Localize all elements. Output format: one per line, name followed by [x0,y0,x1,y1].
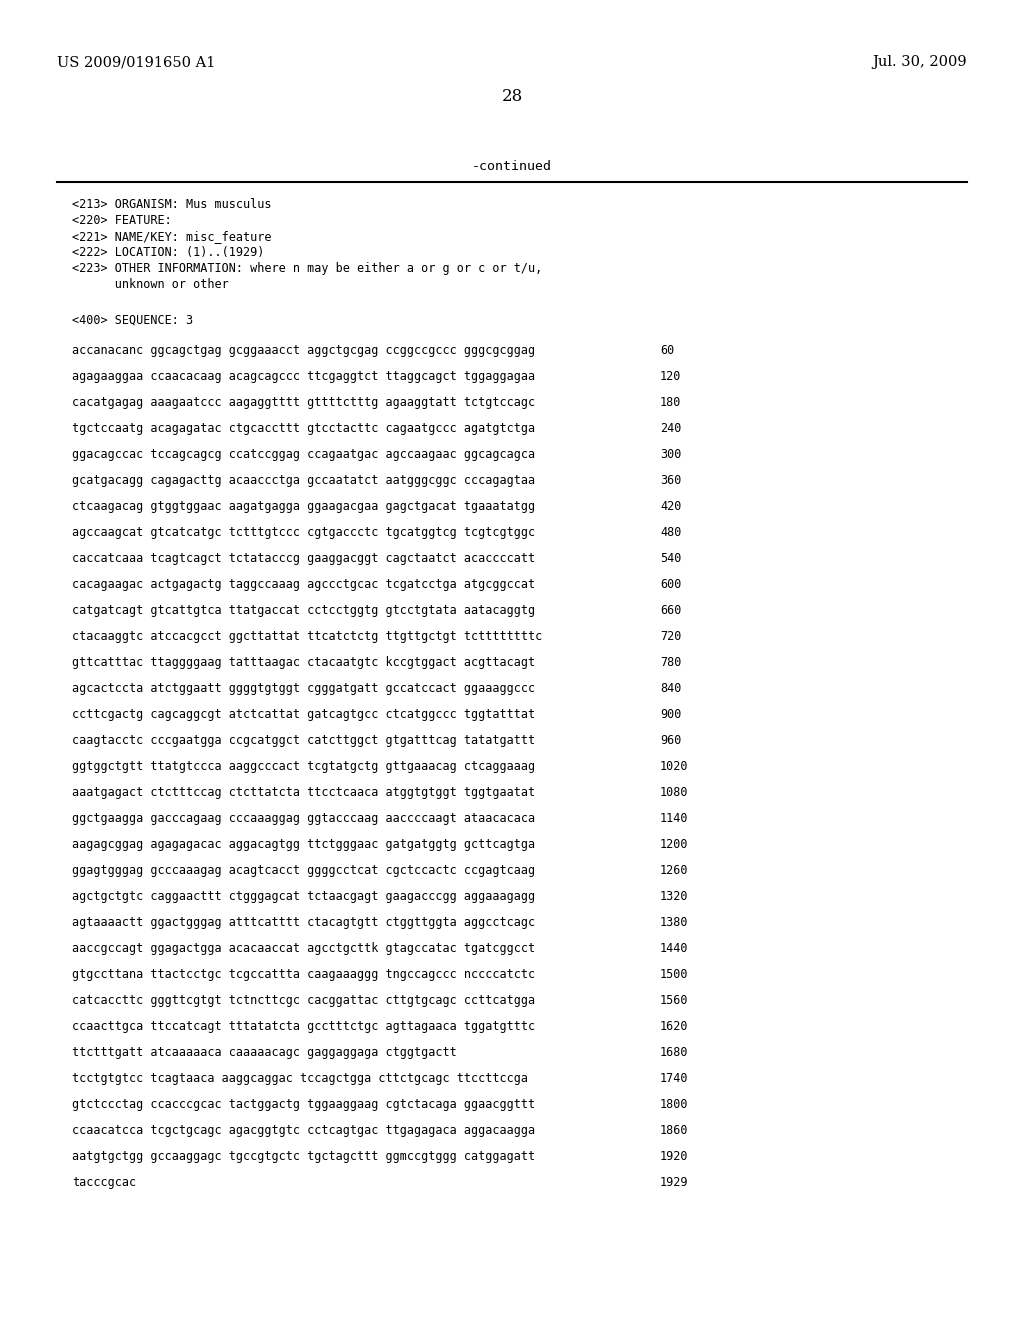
Text: 1140: 1140 [660,812,688,825]
Text: cacagaagac actgagactg taggccaaag agccctgcac tcgatcctga atgcggccat: cacagaagac actgagactg taggccaaag agccctg… [72,578,536,591]
Text: tcctgtgtcc tcagtaaca aaggcaggac tccagctgga cttctgcagc ttccttccga: tcctgtgtcc tcagtaaca aaggcaggac tccagctg… [72,1072,528,1085]
Text: 900: 900 [660,708,681,721]
Text: <220> FEATURE:: <220> FEATURE: [72,214,172,227]
Text: 840: 840 [660,682,681,696]
Text: gcatgacagg cagagacttg acaaccctga gccaatatct aatgggcggc cccagagtaa: gcatgacagg cagagacttg acaaccctga gccaata… [72,474,536,487]
Text: caccatcaaa tcagtcagct tctatacccg gaaggacggt cagctaatct acaccccatt: caccatcaaa tcagtcagct tctatacccg gaaggac… [72,552,536,565]
Text: ccaacatcca tcgctgcagc agacggtgtc cctcagtgac ttgagagaca aggacaagga: ccaacatcca tcgctgcagc agacggtgtc cctcagt… [72,1125,536,1137]
Text: ccttcgactg cagcaggcgt atctcattat gatcagtgcc ctcatggccc tggtatttat: ccttcgactg cagcaggcgt atctcattat gatcagt… [72,708,536,721]
Text: ccaacttgca ttccatcagt tttatatcta gcctttctgc agttagaaca tggatgtttc: ccaacttgca ttccatcagt tttatatcta gcctttc… [72,1020,536,1034]
Text: 240: 240 [660,422,681,436]
Text: 360: 360 [660,474,681,487]
Text: <213> ORGANISM: Mus musculus: <213> ORGANISM: Mus musculus [72,198,271,211]
Text: unknown or other: unknown or other [72,279,228,290]
Text: tacccgcac: tacccgcac [72,1176,136,1189]
Text: ggagtgggag gcccaaagag acagtcacct ggggcctcat cgctccactc ccgagtcaag: ggagtgggag gcccaaagag acagtcacct ggggcct… [72,865,536,876]
Text: aaatgagact ctctttccag ctcttatcta ttcctcaaca atggtgtggt tggtgaatat: aaatgagact ctctttccag ctcttatcta ttcctca… [72,785,536,799]
Text: 1620: 1620 [660,1020,688,1034]
Text: agctgctgtc caggaacttt ctgggagcat tctaacgagt gaagacccgg aggaaagagg: agctgctgtc caggaacttt ctgggagcat tctaacg… [72,890,536,903]
Text: agagaaggaa ccaacacaag acagcagccc ttcgaggtct ttaggcagct tggaggagaa: agagaaggaa ccaacacaag acagcagccc ttcgagg… [72,370,536,383]
Text: 1320: 1320 [660,890,688,903]
Text: ttctttgatt atcaaaaaca caaaaacagc gaggaggaga ctggtgactt: ttctttgatt atcaaaaaca caaaaacagc gaggagg… [72,1045,457,1059]
Text: 1929: 1929 [660,1176,688,1189]
Text: 1500: 1500 [660,968,688,981]
Text: 720: 720 [660,630,681,643]
Text: catgatcagt gtcattgtca ttatgaccat cctcctggtg gtcctgtata aatacaggtg: catgatcagt gtcattgtca ttatgaccat cctcctg… [72,605,536,616]
Text: agtaaaactt ggactgggag atttcatttt ctacagtgtt ctggttggta aggcctcagc: agtaaaactt ggactgggag atttcatttt ctacagt… [72,916,536,929]
Text: 1800: 1800 [660,1098,688,1111]
Text: agcactccta atctggaatt ggggtgtggt cgggatgatt gccatccact ggaaaggccc: agcactccta atctggaatt ggggtgtggt cgggatg… [72,682,536,696]
Text: agccaagcat gtcatcatgc tctttgtccc cgtgaccctc tgcatggtcg tcgtcgtggc: agccaagcat gtcatcatgc tctttgtccc cgtgacc… [72,525,536,539]
Text: 960: 960 [660,734,681,747]
Text: 480: 480 [660,525,681,539]
Text: gtgccttana ttactcctgc tcgccattta caagaaaggg tngccagccc nccccatctc: gtgccttana ttactcctgc tcgccattta caagaaa… [72,968,536,981]
Text: accanacanc ggcagctgag gcggaaacct aggctgcgag ccggccgccc gggcgcggag: accanacanc ggcagctgag gcggaaacct aggctgc… [72,345,536,356]
Text: caagtacctc cccgaatgga ccgcatggct catcttggct gtgatttcag tatatgattt: caagtacctc cccgaatgga ccgcatggct catcttg… [72,734,536,747]
Text: Jul. 30, 2009: Jul. 30, 2009 [872,55,967,69]
Text: <221> NAME/KEY: misc_feature: <221> NAME/KEY: misc_feature [72,230,271,243]
Text: ggacagccac tccagcagcg ccatccggag ccagaatgac agccaagaac ggcagcagca: ggacagccac tccagcagcg ccatccggag ccagaat… [72,447,536,461]
Text: 180: 180 [660,396,681,409]
Text: 780: 780 [660,656,681,669]
Text: tgctccaatg acagagatac ctgcaccttt gtcctacttc cagaatgccc agatgtctga: tgctccaatg acagagatac ctgcaccttt gtcctac… [72,422,536,436]
Text: ctcaagacag gtggtggaac aagatgagga ggaagacgaa gagctgacat tgaaatatgg: ctcaagacag gtggtggaac aagatgagga ggaagac… [72,500,536,513]
Text: <223> OTHER INFORMATION: where n may be either a or g or c or t/u,: <223> OTHER INFORMATION: where n may be … [72,261,543,275]
Text: catcaccttc gggttcgtgt tctncttcgc cacggattac cttgtgcagc ccttcatgga: catcaccttc gggttcgtgt tctncttcgc cacggat… [72,994,536,1007]
Text: <222> LOCATION: (1)..(1929): <222> LOCATION: (1)..(1929) [72,246,264,259]
Text: 300: 300 [660,447,681,461]
Text: 1560: 1560 [660,994,688,1007]
Text: 120: 120 [660,370,681,383]
Text: 28: 28 [502,88,522,106]
Text: aagagcggag agagagacac aggacagtgg ttctgggaac gatgatggtg gcttcagtga: aagagcggag agagagacac aggacagtgg ttctggg… [72,838,536,851]
Text: 1680: 1680 [660,1045,688,1059]
Text: cacatgagag aaagaatccc aagaggtttt gttttctttg agaaggtatt tctgtccagc: cacatgagag aaagaatccc aagaggtttt gttttct… [72,396,536,409]
Text: <400> SEQUENCE: 3: <400> SEQUENCE: 3 [72,314,194,327]
Text: -continued: -continued [472,160,552,173]
Text: 1380: 1380 [660,916,688,929]
Text: 1920: 1920 [660,1150,688,1163]
Text: 1440: 1440 [660,942,688,954]
Text: 1740: 1740 [660,1072,688,1085]
Text: aatgtgctgg gccaaggagc tgccgtgctc tgctagcttt ggmccgtggg catggagatt: aatgtgctgg gccaaggagc tgccgtgctc tgctagc… [72,1150,536,1163]
Text: gtctccctag ccacccgcac tactggactg tggaaggaag cgtctacaga ggaacggttt: gtctccctag ccacccgcac tactggactg tggaagg… [72,1098,536,1111]
Text: gttcatttac ttaggggaag tatttaagac ctacaatgtc kccgtggact acgttacagt: gttcatttac ttaggggaag tatttaagac ctacaat… [72,656,536,669]
Text: US 2009/0191650 A1: US 2009/0191650 A1 [57,55,215,69]
Text: aaccgccagt ggagactgga acacaaccat agcctgcttk gtagccatac tgatcggcct: aaccgccagt ggagactgga acacaaccat agcctgc… [72,942,536,954]
Text: 1200: 1200 [660,838,688,851]
Text: 660: 660 [660,605,681,616]
Text: ctacaaggtc atccacgcct ggcttattat ttcatctctg ttgttgctgt tcttttttttc: ctacaaggtc atccacgcct ggcttattat ttcatct… [72,630,543,643]
Text: 420: 420 [660,500,681,513]
Text: 60: 60 [660,345,674,356]
Text: 540: 540 [660,552,681,565]
Text: 1260: 1260 [660,865,688,876]
Text: 600: 600 [660,578,681,591]
Text: 1080: 1080 [660,785,688,799]
Text: ggctgaagga gacccagaag cccaaaggag ggtacccaag aaccccaagt ataacacaca: ggctgaagga gacccagaag cccaaaggag ggtaccc… [72,812,536,825]
Text: 1860: 1860 [660,1125,688,1137]
Text: ggtggctgtt ttatgtccca aaggcccact tcgtatgctg gttgaaacag ctcaggaaag: ggtggctgtt ttatgtccca aaggcccact tcgtatg… [72,760,536,774]
Text: 1020: 1020 [660,760,688,774]
